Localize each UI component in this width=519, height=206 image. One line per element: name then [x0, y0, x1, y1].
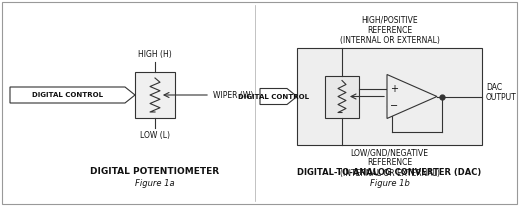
Text: LOW (L): LOW (L)	[140, 131, 170, 140]
Bar	[135, 72, 175, 118]
Text: HIGH (H): HIGH (H)	[138, 50, 172, 59]
Text: +: +	[390, 83, 398, 94]
Text: DAC
OUTPUT: DAC OUTPUT	[486, 83, 517, 102]
Text: Figure 1b: Figure 1b	[370, 179, 409, 187]
Bar	[325, 76, 359, 117]
Polygon shape	[260, 89, 297, 104]
Text: DIGITAL-TO-ANALOG CONVERTER (DAC): DIGITAL-TO-ANALOG CONVERTER (DAC)	[297, 167, 482, 177]
Text: HIGH/POSITIVE
REFERENCE
(INTERNAL OR EXTERNAL): HIGH/POSITIVE REFERENCE (INTERNAL OR EXT…	[339, 15, 440, 45]
Bar	[297, 48, 482, 145]
Polygon shape	[387, 75, 437, 118]
Text: Figure 1a: Figure 1a	[135, 179, 175, 187]
Text: −: −	[390, 101, 398, 110]
Polygon shape	[10, 87, 135, 103]
Text: DIGITAL CONTROL: DIGITAL CONTROL	[238, 94, 309, 99]
Text: DIGITAL POTENTIOMETER: DIGITAL POTENTIOMETER	[90, 167, 220, 177]
Text: DIGITAL CONTROL: DIGITAL CONTROL	[32, 92, 103, 98]
Text: WIPER (W): WIPER (W)	[213, 90, 253, 99]
Text: LOW/GND/NEGATIVE
REFERENCE
(INTERNAL OR EXTERNAL): LOW/GND/NEGATIVE REFERENCE (INTERNAL OR …	[339, 148, 440, 178]
